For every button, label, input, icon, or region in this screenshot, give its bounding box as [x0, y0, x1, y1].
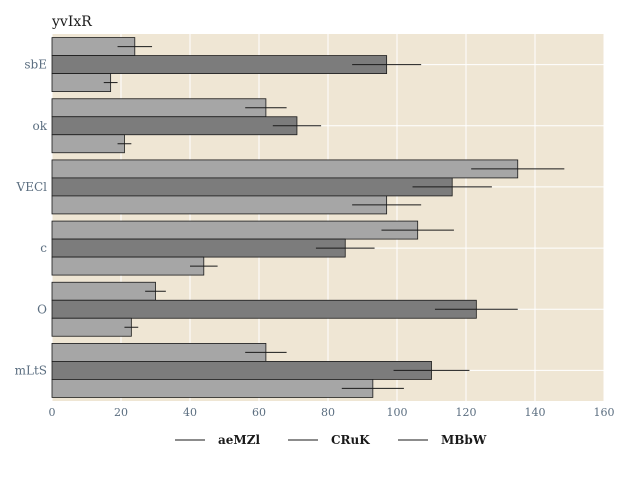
legend-label: aeMZl	[218, 433, 260, 447]
bar-CRuK-c	[51, 238, 346, 258]
legend: aeMZl CRuK MBbW	[175, 433, 487, 447]
bar-CRuK-sbE	[51, 55, 388, 74]
bar-CRuK-VECl	[51, 177, 453, 197]
x-tick-label: 140	[525, 406, 546, 419]
y-tick-label: c	[40, 241, 47, 255]
bar-MBbW-mLtS	[51, 379, 374, 398]
bar-MBbW-VECl	[51, 195, 388, 215]
bar-aeMZl-mLtS	[51, 343, 267, 362]
bar-aeMZl-c	[51, 220, 419, 240]
x-tick-label: 40	[183, 406, 197, 419]
x-tick-label: 120	[456, 406, 477, 419]
bar-CRuK-O	[51, 299, 477, 319]
bar-aeMZl-ok	[51, 98, 267, 118]
y-tick-label: sbE	[24, 58, 47, 72]
bar-MBbW-sbE	[51, 73, 112, 92]
legend-label: CRuK	[331, 433, 370, 447]
error-bars	[103, 46, 565, 389]
x-tick-label: 0	[49, 406, 56, 419]
x-tick-label: 100	[387, 406, 408, 419]
legend-label: MBbW	[441, 433, 487, 447]
y-tick-label: O	[37, 302, 47, 316]
x-tick-label: 80	[321, 406, 335, 419]
x-tick-label: 60	[252, 406, 266, 419]
bar-aeMZl-O	[51, 281, 156, 301]
y-tick-label: mLtS	[15, 363, 47, 377]
bar-MBbW-c	[51, 256, 205, 276]
y-tick-label: ok	[33, 119, 48, 133]
bar-CRuK-mLtS	[51, 361, 432, 380]
bar-MBbW-O	[51, 317, 132, 337]
bar-MBbW-ok	[51, 134, 125, 154]
bars	[51, 37, 519, 398]
y-tick-label: VECl	[16, 180, 48, 194]
bar-aeMZl-VECl	[51, 159, 519, 179]
x-axis-ticks: 0 20 40 60 80 100 120 140 160	[49, 406, 615, 419]
chart-title: yvIxR	[51, 14, 92, 30]
x-tick-label: 160	[594, 406, 615, 419]
x-tick-label: 20	[114, 406, 128, 419]
bar-CRuK-ok	[51, 116, 298, 136]
